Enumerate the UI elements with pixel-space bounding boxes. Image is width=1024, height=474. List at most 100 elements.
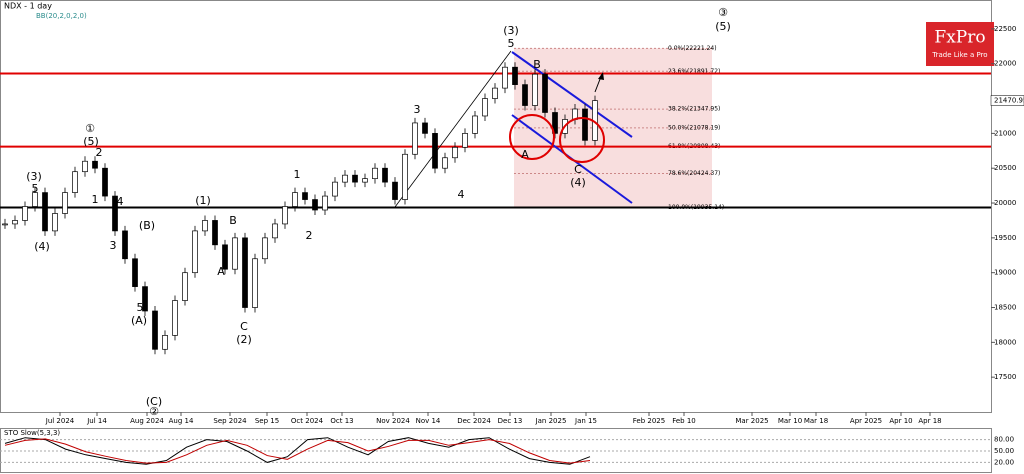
x-tick-label: Aug 14 (169, 417, 194, 425)
stoch-tick-label: 50.00 (994, 447, 1014, 455)
candle (102, 167, 108, 197)
x-tick-label: Mar 2025 (735, 417, 768, 425)
candle (12, 220, 18, 225)
candle (62, 192, 68, 214)
wave-label: B (533, 58, 541, 71)
chart-title: NDX - 1 day (4, 2, 52, 11)
candle (252, 258, 258, 308)
highlight-circle (509, 114, 555, 160)
candle (442, 157, 448, 169)
candle (452, 146, 458, 159)
wave-label: A (521, 148, 529, 161)
x-tick-label: Feb 10 (672, 417, 696, 425)
wave-label: 1 (92, 193, 99, 206)
candle (482, 98, 488, 117)
logo-box (926, 22, 994, 66)
wave-label: 5 (32, 182, 39, 195)
candle (532, 73, 538, 106)
candle (182, 272, 188, 301)
candle (212, 220, 218, 246)
candle (162, 335, 168, 350)
candle (72, 171, 78, 193)
wave-label: (5) (715, 20, 731, 33)
candle (492, 87, 498, 99)
candle (172, 300, 178, 336)
candle (522, 84, 528, 106)
candle (382, 167, 388, 183)
candle (432, 133, 438, 169)
candle (472, 115, 478, 134)
candle (262, 237, 268, 260)
candle (222, 244, 228, 270)
wave-label: 3 (110, 239, 117, 252)
x-tick-label: Aug 2024 (130, 417, 164, 425)
price-tag (990, 95, 1024, 106)
wave-label: 3 (414, 103, 421, 116)
candle (32, 192, 38, 207)
wave-label: 2 (306, 229, 313, 242)
y-tick-label: 20000 (994, 199, 1016, 207)
wave-label: 4 (458, 188, 465, 201)
candle (232, 237, 238, 270)
x-tick-label: Sep 15 (255, 417, 279, 425)
wave-label: C (574, 163, 582, 176)
x-tick-label: Jan 2025 (535, 417, 567, 425)
candle (52, 213, 58, 232)
wave-label: 4 (117, 195, 124, 208)
candle (312, 199, 318, 211)
candle (342, 174, 348, 183)
last-price: 21470.95 (994, 97, 1024, 105)
candle (22, 206, 28, 221)
fib-label: 0.0%(22221.24) (668, 45, 717, 52)
candle (412, 122, 418, 155)
candle (372, 167, 378, 180)
x-tick-label: Jul 2024 (45, 417, 75, 425)
y-tick-label: 20500 (994, 164, 1016, 172)
x-tick-label: Feb 2025 (633, 417, 665, 425)
wave-label: 5 (508, 37, 515, 50)
channel-upper (511, 51, 633, 138)
x-tick-label: Apr 18 (918, 417, 941, 425)
y-tick-label: 21000 (994, 129, 1016, 137)
wave-label: (C) (146, 395, 162, 408)
stoch-tick-label: 80.00 (994, 436, 1014, 444)
x-tick-label: Dec 2024 (457, 417, 491, 425)
candle (242, 237, 248, 308)
candle (282, 206, 288, 225)
candle (392, 181, 398, 200)
candle (512, 66, 518, 85)
x-tick-label: Jul 14 (86, 417, 107, 425)
candle (582, 108, 588, 141)
wave-label: (B) (139, 219, 155, 232)
candle (352, 174, 358, 183)
candle (302, 192, 308, 200)
fib-label: 23.6%(21891.72) (668, 68, 720, 75)
wave-label: 1 (294, 168, 301, 181)
indicator-label: BB(20,2,0,2,0) (36, 12, 87, 20)
x-tick-label: Sep 2024 (213, 417, 247, 425)
candle (332, 181, 338, 197)
stoch-line (4, 437, 591, 465)
y-tick-label: 18500 (994, 304, 1016, 312)
wave-label: (5) (83, 135, 99, 148)
main-frame (0, 0, 992, 413)
candle (462, 133, 468, 148)
wave-label: (A) (131, 314, 147, 327)
candle (362, 178, 368, 183)
stoch-tick-label: 20.00 (994, 458, 1014, 466)
x-tick-label: Mar 10 (778, 417, 802, 425)
candle (132, 258, 138, 287)
wave-label: (4) (570, 176, 586, 189)
fib-label: 50.0%(21078.19) (668, 124, 720, 131)
candle (2, 223, 8, 226)
candle (272, 223, 278, 239)
wave-label: (2) (236, 333, 252, 346)
x-tick-label: Dec 13 (498, 417, 523, 425)
wave-label: (3) (503, 24, 519, 37)
x-tick-label: Oct 2024 (291, 417, 324, 425)
logo: FxPro (934, 28, 985, 48)
candle (112, 195, 118, 232)
candle (122, 230, 128, 260)
stoch-line (4, 438, 591, 464)
